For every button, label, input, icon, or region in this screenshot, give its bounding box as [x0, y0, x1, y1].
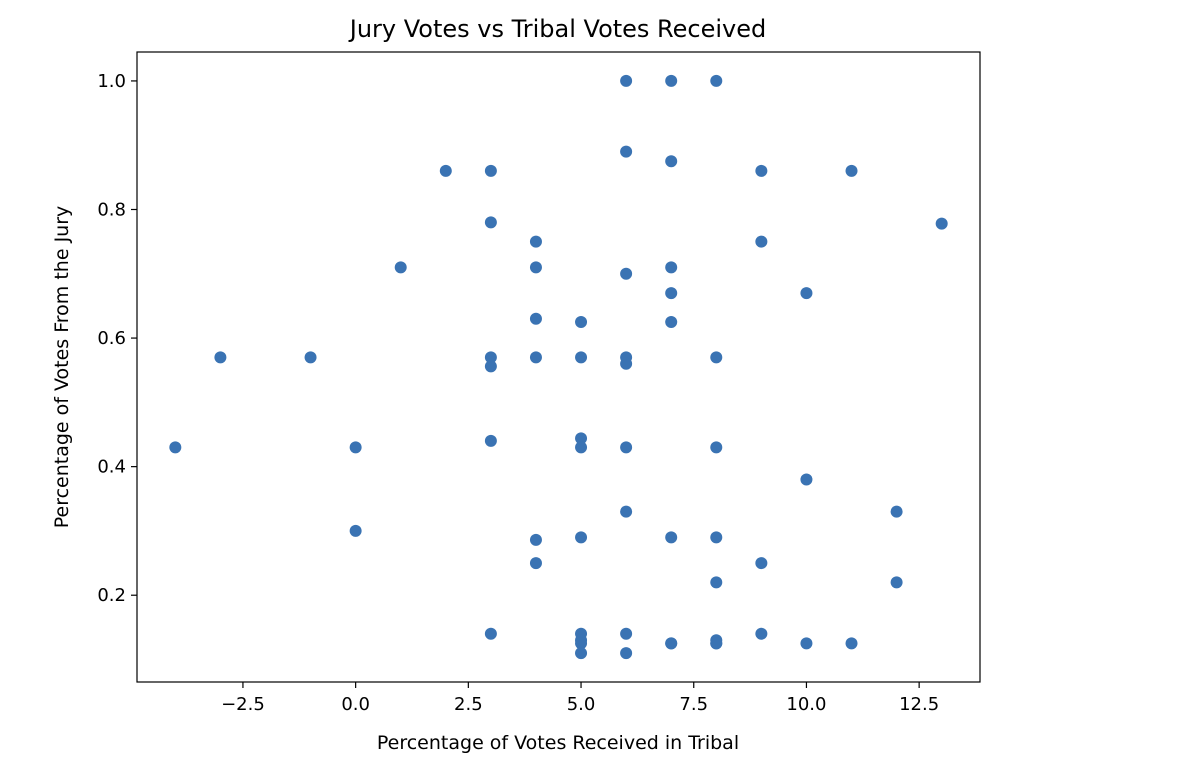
data-point: [620, 357, 633, 370]
data-point: [349, 441, 362, 454]
data-point: [484, 360, 497, 373]
plot-area-frame: [136, 51, 981, 683]
data-point: [529, 261, 542, 274]
data-point: [800, 473, 813, 486]
data-point: [529, 351, 542, 364]
x-axis-label: Percentage of Votes Received in Tribal: [377, 732, 739, 754]
y-axis-ticks: 0.2 0.4 0.6 0.8 1.0: [97, 71, 137, 606]
data-point: [214, 351, 227, 364]
data-point: [710, 74, 723, 87]
data-point: [394, 261, 407, 274]
y-tick-label: 0.8: [97, 200, 126, 221]
data-point: [665, 531, 678, 544]
data-point: [710, 441, 723, 454]
data-point: [800, 287, 813, 300]
y-axis-label: Percentage of Votes From the Jury: [51, 206, 73, 529]
data-point: [620, 74, 633, 87]
data-point: [665, 287, 678, 300]
data-point: [169, 441, 182, 454]
data-point: [710, 637, 723, 650]
data-point: [575, 441, 588, 454]
data-point: [484, 351, 497, 364]
data-point: [620, 627, 633, 640]
x-tick-label: 10.0: [786, 694, 826, 715]
data-point: [620, 647, 633, 660]
data-point: [665, 74, 678, 87]
data-point: [620, 441, 633, 454]
x-tick-label: 2.5: [454, 694, 483, 715]
data-point: [575, 637, 588, 650]
data-point: [755, 235, 768, 248]
data-point: [529, 235, 542, 248]
chart-title: Jury Votes vs Tribal Votes Received: [348, 15, 767, 43]
data-point: [845, 164, 858, 177]
y-tick-label: 0.6: [97, 328, 126, 349]
data-point: [529, 533, 542, 546]
data-point: [665, 155, 678, 168]
data-point: [665, 316, 678, 328]
data-point: [755, 627, 768, 640]
data-point: [575, 351, 588, 364]
x-tick-label: 0.0: [341, 694, 370, 715]
x-axis-ticks: −2.5 0.0 2.5 5.0 7.5 10.0 12.5: [221, 682, 939, 715]
data-point: [349, 524, 362, 537]
data-point: [845, 637, 858, 650]
data-point: [800, 637, 813, 650]
x-tick-label: −2.5: [221, 694, 265, 715]
y-tick-label: 0.4: [97, 457, 126, 478]
data-point: [529, 557, 542, 570]
data-point: [304, 351, 317, 364]
data-point: [755, 557, 768, 570]
x-tick-label: 5.0: [567, 694, 596, 715]
data-point: [484, 627, 497, 640]
data-point: [935, 217, 948, 230]
data-point: [575, 432, 588, 445]
data-point: [484, 434, 497, 447]
data-point: [710, 351, 723, 364]
data-points: [169, 74, 948, 660]
data-point: [620, 505, 633, 518]
data-point: [890, 505, 903, 518]
data-point: [484, 164, 497, 177]
data-point: [439, 164, 452, 177]
data-point: [620, 145, 633, 158]
data-point: [620, 267, 633, 280]
data-point: [484, 216, 497, 229]
x-tick-label: 7.5: [679, 694, 708, 715]
y-tick-label: 0.2: [97, 585, 126, 606]
data-point: [710, 576, 723, 589]
data-point: [575, 316, 588, 328]
data-point: [890, 576, 903, 589]
data-point: [529, 312, 542, 325]
y-tick-label: 1.0: [97, 71, 126, 92]
data-point: [575, 647, 588, 660]
data-point: [575, 531, 588, 544]
data-point: [665, 637, 678, 650]
data-point: [755, 164, 768, 177]
x-tick-label: 12.5: [899, 694, 939, 715]
data-point: [710, 531, 723, 544]
data-point: [665, 261, 678, 274]
